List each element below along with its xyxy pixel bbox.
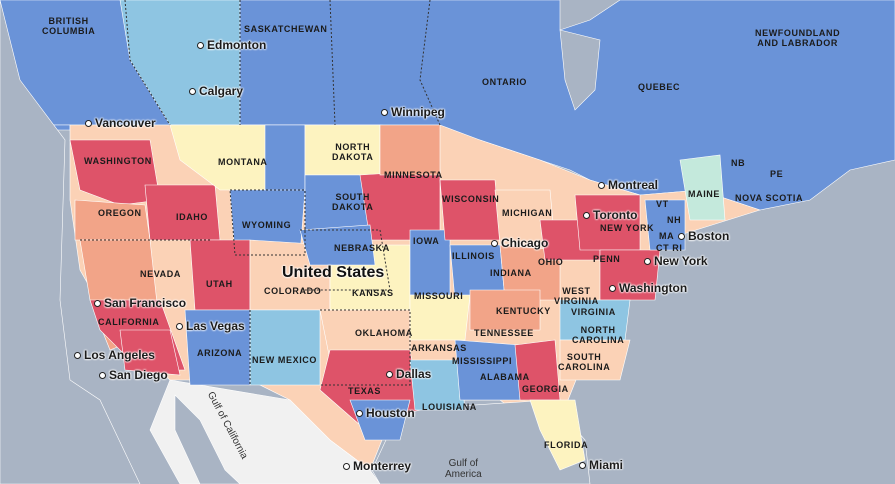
border-nebraska-kansas (300, 229, 391, 291)
border-bc-alberta (124, 0, 171, 126)
area-maine[interactable] (679, 154, 726, 221)
area-idaho[interactable] (144, 184, 221, 241)
area-los-angeles[interactable] (119, 329, 181, 376)
area-washington[interactable] (69, 139, 161, 206)
area-north-dakota[interactable] (304, 124, 381, 176)
area-mississippi-alabama[interactable] (454, 339, 526, 401)
area-arkansas-tennessee[interactable] (409, 294, 471, 341)
area-new-england[interactable] (644, 199, 686, 251)
area-kentucky[interactable] (469, 289, 541, 331)
area-utah[interactable] (189, 239, 251, 311)
area-iowa-missouri[interactable] (409, 229, 451, 296)
area-houston[interactable] (349, 399, 411, 441)
area-new-york[interactable] (574, 194, 641, 251)
area-montana-east[interactable] (264, 124, 306, 201)
hudson-bay[interactable] (559, 29, 601, 111)
area-virginia[interactable] (559, 299, 631, 341)
border-sask-manitoba (329, 0, 336, 126)
border-oklahoma-texas (320, 309, 411, 386)
pacific-ocean[interactable] (0, 0, 141, 484)
area-nebraska[interactable] (299, 224, 376, 266)
area-new-mexico[interactable] (249, 309, 321, 386)
area-minnesota-north[interactable] (379, 124, 441, 176)
gulf-of-california-water[interactable] (174, 394, 241, 484)
area-georgia[interactable] (514, 339, 561, 401)
area-wisconsin[interactable] (439, 179, 501, 241)
area-oregon[interactable] (74, 199, 151, 241)
area-louisiana[interactable] (409, 359, 466, 411)
area-carolinas[interactable] (559, 339, 631, 381)
area-florida[interactable] (529, 399, 586, 471)
border-manitoba-ontario (419, 0, 441, 126)
border-wyoming (229, 189, 306, 256)
area-penn-nj[interactable] (599, 249, 661, 301)
area-arizona[interactable] (184, 309, 251, 386)
